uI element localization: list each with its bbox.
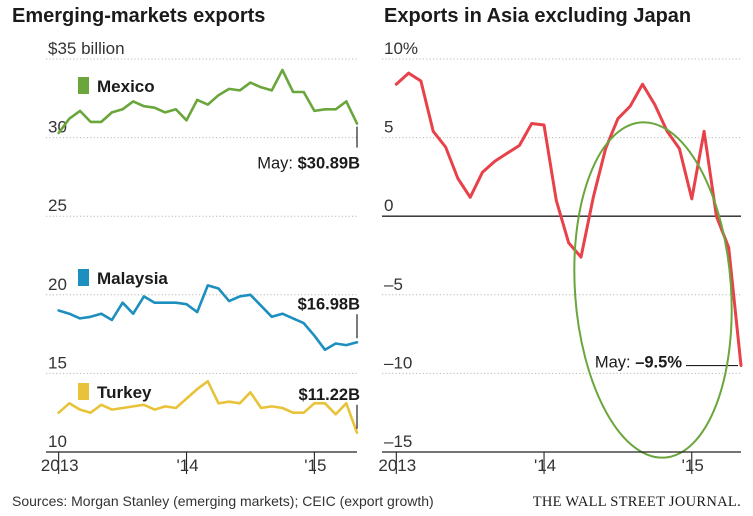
mexico-line (57, 68, 359, 135)
left-x-tick-label: '15 (304, 456, 326, 475)
right-y-tick-label: 0 (384, 196, 393, 215)
right-x-axis: 2013 '14 '15 (378, 451, 741, 475)
publisher-credit: THE WALL STREET JOURNAL. (533, 494, 741, 510)
left-series-lines (57, 68, 359, 435)
right-x-tick-label: 2013 (378, 456, 416, 475)
left-y-tick-label: 30 (48, 118, 67, 137)
sources-note: Sources: Morgan Stanley (emerging market… (12, 493, 434, 509)
turkey-annotation-label: $11.22B (299, 386, 361, 404)
asia-annotation-value: –9.5% (635, 354, 682, 372)
mexico-annotation-label: May: $30.89B (257, 155, 360, 173)
right-y-tick-label: 10% (384, 39, 418, 58)
turkey-annotation-value: $11.22B (299, 386, 361, 404)
left-y-tick-label: $35 billion (48, 39, 125, 58)
right-annotations: May: –9.5% (595, 354, 738, 372)
mexico-annotation-prefix: May: (257, 155, 297, 173)
malaysia-annotation-value: $16.98B (298, 295, 360, 313)
left-chart-title: Emerging-markets exports (12, 5, 265, 27)
right-y-tick-label: –10 (384, 353, 412, 372)
mexico-legend-label: Mexico (97, 77, 155, 96)
right-y-tick-label: –15 (384, 432, 412, 451)
left-x-tick-label: '14 (176, 456, 198, 475)
highlight-ellipse-shape (573, 121, 733, 459)
right-x-tick-label: '15 (682, 456, 704, 475)
left-x-tick-label: 2013 (41, 456, 79, 475)
right-y-tick-label: 5 (384, 118, 393, 137)
left-y-tick-label: 15 (48, 353, 67, 372)
asia-annotation-prefix: May: (595, 354, 635, 372)
mexico-annotation-value: $30.89B (298, 155, 360, 173)
asia-annotation-label: May: –9.5% (595, 354, 682, 372)
left-y-tick-label: 25 (48, 196, 67, 215)
asia-exports-chart: Exports in Asia excluding Japan 10% 5 0 –5 –… (378, 5, 743, 475)
left-x-axis: 2013 '14 '15 (41, 451, 357, 475)
left-y-tick-label: 10 (48, 432, 67, 451)
malaysia-line (57, 284, 359, 352)
left-annotations: May: $30.89B $16.98B $11.22B (257, 126, 361, 429)
malaysia-annotation-label: $16.98B (298, 295, 360, 313)
right-series-line (394, 71, 743, 367)
right-gridlines (382, 58, 741, 453)
mexico-legend-swatch (78, 77, 89, 94)
malaysia-legend-label: Malaysia (97, 269, 168, 288)
right-x-tick-label: '14 (534, 456, 556, 475)
turkey-legend-label: Turkey (97, 383, 152, 402)
turkey-legend-swatch (78, 383, 89, 400)
left-legend: Mexico Malaysia Turkey (78, 77, 168, 402)
highlight-ellipse (573, 121, 733, 459)
malaysia-legend-swatch (78, 269, 89, 286)
emerging-markets-chart: Emerging-markets exports $35 billion 30 25… (12, 5, 360, 475)
turkey-line (57, 380, 359, 435)
left-y-tick-labels: $35 billion 30 25 20 15 10 (48, 39, 125, 451)
left-y-tick-label: 20 (48, 275, 67, 294)
right-chart-title: Exports in Asia excluding Japan (384, 5, 691, 27)
right-y-tick-labels: 10% 5 0 –5 –10 –15 (384, 39, 418, 451)
right-y-tick-label: –5 (384, 275, 403, 294)
export-growth-line (394, 71, 743, 367)
